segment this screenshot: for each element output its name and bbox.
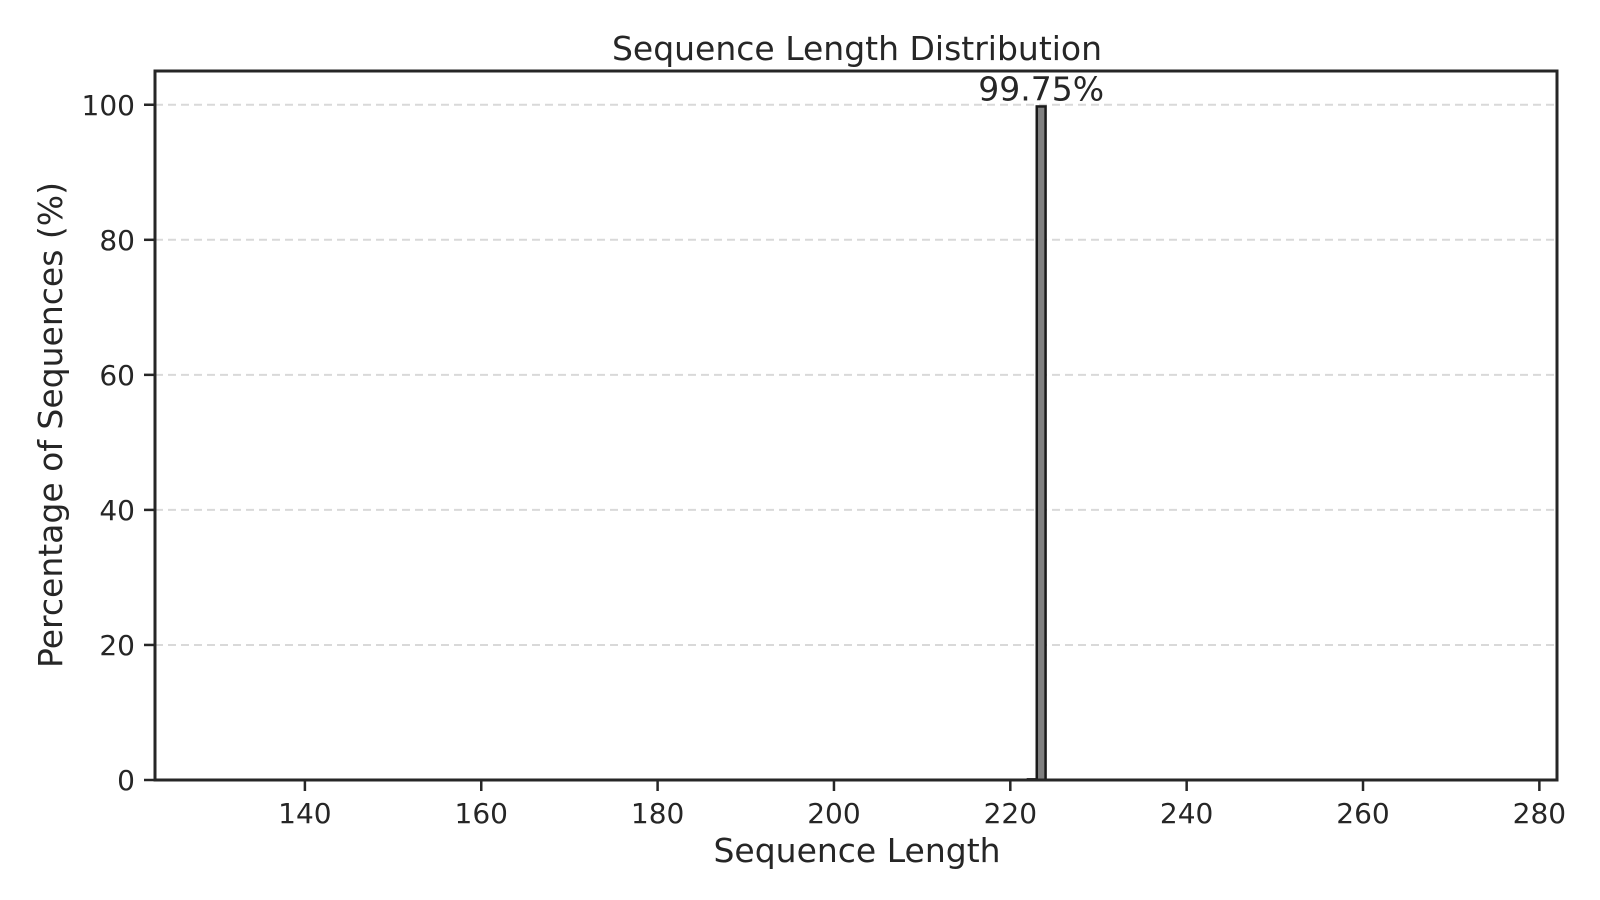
- y-tick-label: 0: [117, 764, 135, 797]
- y-ticks-layer: 0 20 40 60 80 100: [82, 89, 155, 797]
- x-tick-label: 280: [1513, 797, 1566, 830]
- grid-layer: [155, 103, 1557, 646]
- x-tick-label: 220: [984, 797, 1037, 830]
- plot-frame: [153, 69, 1559, 782]
- y-tick-label: 20: [99, 629, 135, 662]
- y-tick-label: 40: [99, 494, 135, 527]
- x-tick-label: 260: [1336, 797, 1389, 830]
- bar-value-label: 99.75%: [978, 69, 1104, 108]
- y-tick-label: 80: [99, 224, 135, 257]
- x-ticks-layer: 140 160 180 200 220 240 260 280: [278, 780, 1566, 830]
- x-tick-label: 140: [278, 797, 331, 830]
- x-tick-label: 180: [631, 797, 684, 830]
- y-tick-label: 60: [99, 359, 135, 392]
- y-axis-label: Percentage of Sequences (%): [31, 182, 70, 668]
- x-tick-label: 200: [807, 797, 860, 830]
- x-tick-label: 160: [455, 797, 508, 830]
- x-axis-label: Sequence Length: [713, 831, 1000, 870]
- bars-layer: 99.75%: [978, 69, 1104, 782]
- y-tick-label: 100: [82, 89, 135, 122]
- bar: [1035, 105, 1047, 782]
- chart-title: Sequence Length Distribution: [612, 29, 1102, 68]
- x-tick-label: 240: [1160, 797, 1213, 830]
- plot-frame-layer: [153, 69, 1559, 782]
